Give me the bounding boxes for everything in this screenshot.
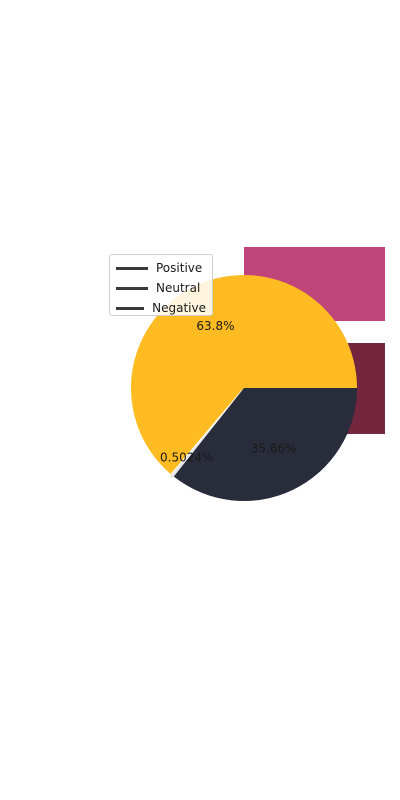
pie-slices: [130, 274, 357, 501]
pie-label-positive: 63.8%: [196, 319, 234, 333]
legend-line-icon: [116, 286, 148, 290]
legend-label: Neutral: [156, 281, 201, 295]
legend-label: Negative: [152, 301, 206, 315]
pie-labels: 63.8% 0.5024% 35.66%: [160, 319, 296, 464]
pie-label-negative: 35.66%: [251, 442, 297, 456]
chart-legend: Positive Neutral Negative: [109, 254, 213, 316]
legend-item-positive: Positive: [116, 258, 206, 278]
legend-item-neutral: Neutral: [116, 278, 206, 298]
legend-label: Positive: [156, 261, 203, 275]
legend-line-icon: [116, 306, 145, 310]
legend-line-icon: [116, 266, 148, 270]
pie-slice-positive: [130, 274, 357, 475]
pie-slice-negative: [173, 388, 357, 501]
pie-slice-neutral: [168, 389, 243, 480]
pie-label-neutral: 0.5024%: [160, 450, 213, 464]
legend-item-negative: Negative: [116, 298, 206, 318]
